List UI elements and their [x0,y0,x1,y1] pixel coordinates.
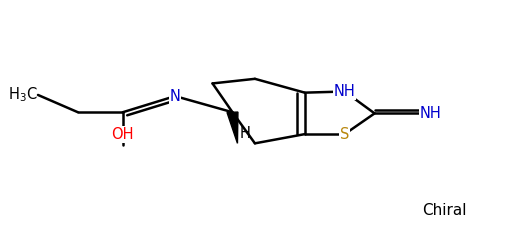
Text: OH: OH [112,127,134,142]
Polygon shape [227,112,238,143]
Text: H: H [240,126,250,141]
Text: NH: NH [334,84,355,99]
Text: N: N [169,88,181,104]
Text: H$_3$C: H$_3$C [8,86,38,104]
Text: NH: NH [419,106,441,121]
Text: S: S [340,127,349,142]
Text: Chiral: Chiral [422,203,466,218]
